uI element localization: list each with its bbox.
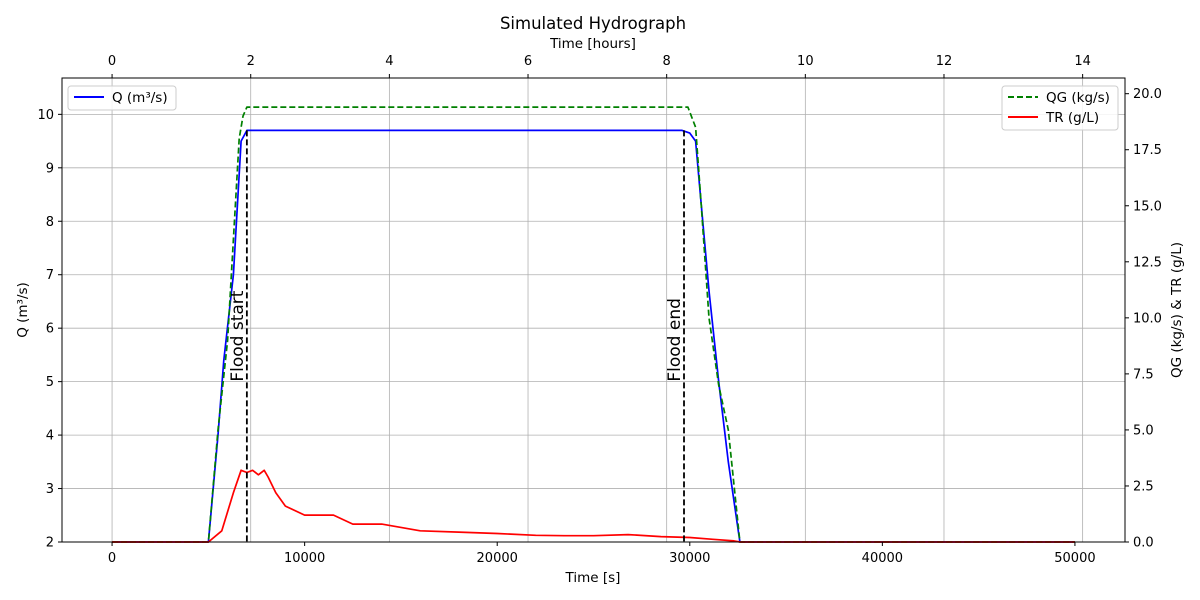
series-line-q-m-s xyxy=(112,129,1075,543)
x-top-tick-label: 6 xyxy=(524,54,532,69)
x-top-tick-label: 4 xyxy=(385,54,393,69)
y-right-tick-label: 0.0 xyxy=(1133,536,1154,551)
y-right-tick-label: 7.5 xyxy=(1133,367,1154,382)
series-layer xyxy=(112,106,1075,543)
y-left-tick-label: 9 xyxy=(46,161,54,176)
series-line-tr-g-l xyxy=(112,469,1075,543)
y-left-tick-label: 4 xyxy=(46,429,54,444)
series-line-qg-kg-s xyxy=(112,106,1075,543)
y-axis-left-label: Q (m³/s) xyxy=(15,282,31,338)
y-right-tick-label: 5.0 xyxy=(1133,423,1154,438)
legend-right: QG (kg/s) TR (g/L) xyxy=(1001,85,1119,131)
vline-label-flood-start: Flood start xyxy=(228,290,248,381)
x-tick-label: 40000 xyxy=(862,551,903,566)
legend-left: Q (m³/s) xyxy=(67,85,177,111)
y-right-tick-label: 2.5 xyxy=(1133,479,1154,494)
y-left-tick-label: 2 xyxy=(46,536,54,551)
y-left-tick-label: 7 xyxy=(46,268,54,283)
x-top-tick-label: 2 xyxy=(247,54,255,69)
legend-left-frame xyxy=(67,85,177,111)
y-left-tick-label: 6 xyxy=(46,322,54,337)
legend-label-tr: TR (g/L) xyxy=(1045,110,1099,126)
event-markers: Flood start Flood end xyxy=(228,130,685,542)
x-axis-label: Time [s] xyxy=(565,570,621,586)
y-axis-right-label: QG (kg/s) & TR (g/L) xyxy=(1169,242,1185,378)
vline-label-flood-end: Flood end xyxy=(665,298,685,382)
y-left-tick-label: 5 xyxy=(46,375,54,390)
chart-title: Simulated Hydrograph xyxy=(500,14,686,33)
y-left-tick-label: 8 xyxy=(46,215,54,230)
y-right-tick-label: 12.5 xyxy=(1133,255,1162,270)
y-right-tick-label: 20.0 xyxy=(1133,87,1162,102)
x-tick-label: 10000 xyxy=(284,551,325,566)
y-right-tick-label: 15.0 xyxy=(1133,199,1162,214)
plot-frame xyxy=(61,77,1126,543)
y-left-tick-label: 10 xyxy=(37,108,54,123)
legend-label-qg: QG (kg/s) xyxy=(1046,90,1110,106)
x-tick-label: 50000 xyxy=(1054,551,1095,566)
x-top-tick-label: 12 xyxy=(936,54,953,69)
y-left-tick-label: 3 xyxy=(46,482,54,497)
x-tick-label: 20000 xyxy=(477,551,518,566)
x-top-tick-label: 8 xyxy=(663,54,671,69)
x-axis-top-label: Time [hours] xyxy=(549,36,636,52)
axes: 0 10000 20000 30000 40000 50000 0 2 4 6 8 10 12 14 2 3 4… xyxy=(37,54,1162,566)
y-right-tick-label: 10.0 xyxy=(1133,311,1162,326)
x-top-tick-label: 10 xyxy=(797,54,814,69)
x-tick-label: 0 xyxy=(108,551,116,566)
x-top-tick-label: 14 xyxy=(1074,54,1091,69)
x-top-tick-label: 0 xyxy=(108,54,116,69)
legend-label-q: Q (m³/s) xyxy=(112,90,168,106)
x-tick-label: 30000 xyxy=(669,551,710,566)
y-right-tick-label: 17.5 xyxy=(1133,143,1162,158)
